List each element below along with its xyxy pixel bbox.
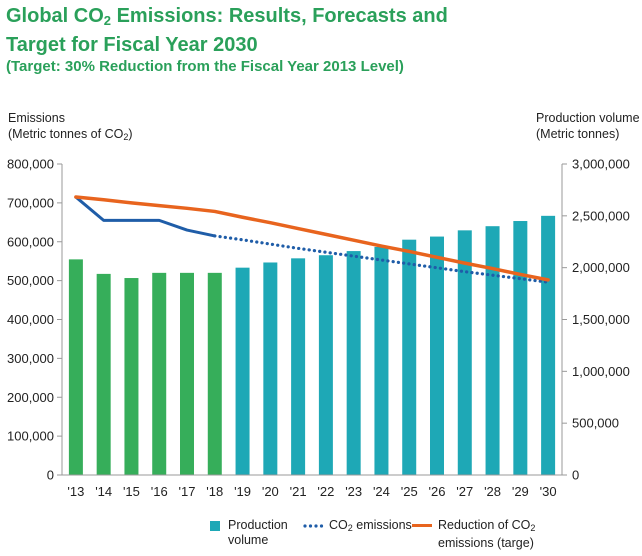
left-tick-label-0: 0 xyxy=(47,468,54,483)
left-tick-label-5: 500,000 xyxy=(7,273,54,288)
x-tick-label-13: '26 xyxy=(429,484,446,499)
left-tick-label-7: 700,000 xyxy=(7,195,54,210)
x-tick-label-7: '20 xyxy=(262,484,279,499)
x-tick-label-4: '17 xyxy=(179,484,196,499)
x-tick-label-16: '29 xyxy=(512,484,529,499)
right-tick-label-6: 3,000,000 xyxy=(572,157,630,172)
tick-labels: 0 100,000 200,000 300,000 400,000 500,000 600,… xyxy=(7,157,630,500)
right-tick-label-4: 2,000,000 xyxy=(572,260,630,275)
right-tick-label-1: 500,000 xyxy=(572,416,619,431)
co2-emissions-line-results xyxy=(74,195,217,238)
right-axis-title: Production volume (Metric tonnes) xyxy=(536,111,640,141)
axes xyxy=(57,163,567,476)
right-tick-label-0: 0 xyxy=(572,468,579,483)
x-tick-label-17: '30 xyxy=(540,484,557,499)
production-bar-4 xyxy=(180,272,194,475)
left-tick-label-6: 600,000 xyxy=(7,234,54,249)
left-tick-label-3: 300,000 xyxy=(7,351,54,366)
x-tick-label-3: '16 xyxy=(151,484,168,499)
production-bar-13 xyxy=(430,236,444,475)
left-axis-title: Emissions (Metric tonnes of CO2) xyxy=(8,111,133,142)
x-tick-label-2: '15 xyxy=(123,484,140,499)
legend-swatch-reduction xyxy=(412,524,432,527)
target-reduction-line xyxy=(74,195,550,282)
production-bar-12 xyxy=(402,239,417,475)
production-bar-14 xyxy=(457,230,472,475)
production-bar-2 xyxy=(124,278,139,475)
production-bar-3 xyxy=(152,272,167,475)
production-bar-6 xyxy=(235,267,250,475)
x-tick-label-1: '14 xyxy=(95,484,112,499)
x-tick-label-11: '24 xyxy=(373,484,390,499)
chart-title-line2: Target for Fiscal Year 2030 xyxy=(6,34,258,56)
right-tick-label-3: 1,500,000 xyxy=(572,312,630,327)
emission-lines xyxy=(74,195,550,284)
production-bar-17 xyxy=(541,215,556,476)
left-tick-label-1: 100,000 xyxy=(7,429,54,444)
production-bar-5 xyxy=(207,272,222,475)
legend-label-reduction: Reduction of CO2 emissions (targe) xyxy=(438,518,536,550)
production-bars xyxy=(68,215,556,476)
chart-title: Global CO2 Emissions: Results, Forecasts… xyxy=(6,4,636,58)
x-tick-label-6: '19 xyxy=(234,484,251,499)
x-tick-label-10: '23 xyxy=(345,484,362,499)
production-bar-7 xyxy=(263,262,278,475)
legend-swatch-production xyxy=(210,521,220,531)
chart-subtitle: (Target: 30% Reduction from the Fiscal Y… xyxy=(6,58,404,75)
left-tick-label-4: 400,000 xyxy=(7,312,54,327)
chart-title-line1: Global CO2 Emissions: Results, Forecasts… xyxy=(6,5,448,28)
x-tick-label-12: '25 xyxy=(401,484,418,499)
left-tick-label-8: 800,000 xyxy=(7,157,54,172)
x-tick-label-8: '21 xyxy=(290,484,307,499)
x-tick-label-0: '13 xyxy=(67,484,84,499)
x-tick-label-15: '28 xyxy=(484,484,501,499)
production-bar-16 xyxy=(513,221,528,475)
production-bar-0 xyxy=(68,259,83,475)
x-tick-label-14: '27 xyxy=(456,484,473,499)
right-tick-label-2: 1,000,000 xyxy=(572,364,630,379)
production-bar-15 xyxy=(485,226,500,475)
right-tick-label-5: 2,500,000 xyxy=(572,208,630,223)
production-bar-9 xyxy=(318,255,333,475)
left-tick-label-2: 200,000 xyxy=(7,390,54,405)
production-bar-8 xyxy=(291,258,306,475)
x-tick-label-9: '22 xyxy=(317,484,334,499)
legend-label-co2: CO2 emissions xyxy=(329,518,412,533)
production-bar-1 xyxy=(96,273,111,475)
production-bar-11 xyxy=(374,246,389,475)
production-bar-10 xyxy=(346,251,361,475)
co2-emissions-line-forecast xyxy=(213,234,550,284)
legend-label-production: Production volume xyxy=(228,518,288,547)
x-tick-label-5: '18 xyxy=(206,484,223,499)
legend-swatch-co2 xyxy=(303,524,324,528)
